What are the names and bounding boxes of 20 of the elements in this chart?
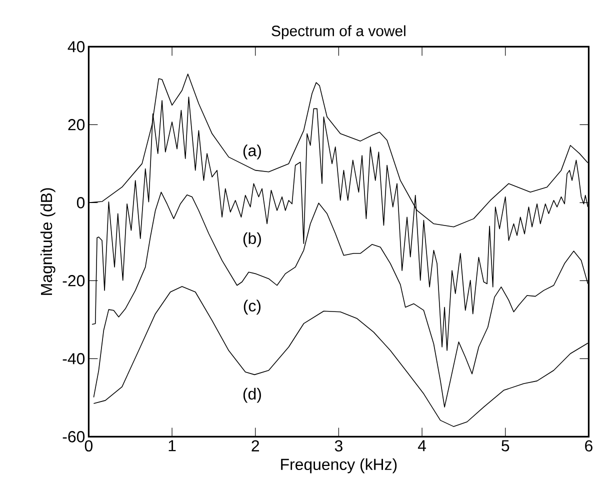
y-tick-label: -20 xyxy=(62,275,85,286)
y-tick-label: -60 xyxy=(62,431,85,442)
x-tick-label: 4 xyxy=(418,440,426,452)
annotation: (d) xyxy=(243,388,261,403)
x-axis-title: Frequency (kHz) xyxy=(281,458,397,474)
annotation: (c) xyxy=(244,300,260,315)
x-tick-label: 3 xyxy=(334,440,342,452)
annotation: (b) xyxy=(243,232,261,248)
y-axis-title: Magnitude (dB) xyxy=(40,188,56,295)
y-tick-label: 40 xyxy=(68,41,85,52)
chart-title: Spectrum of a vowel xyxy=(272,25,406,40)
x-tick-label: 6 xyxy=(585,440,592,452)
x-tick-label: 1 xyxy=(168,440,176,452)
x-tick-label: 0 xyxy=(84,440,92,452)
y-tick-label: 20 xyxy=(68,119,85,130)
annotation: (a) xyxy=(243,144,261,160)
x-tick-label: 5 xyxy=(502,440,510,452)
y-tick-label: 0 xyxy=(76,197,85,208)
y-tick-label: -40 xyxy=(62,353,85,364)
x-tick-label: 2 xyxy=(252,440,259,452)
